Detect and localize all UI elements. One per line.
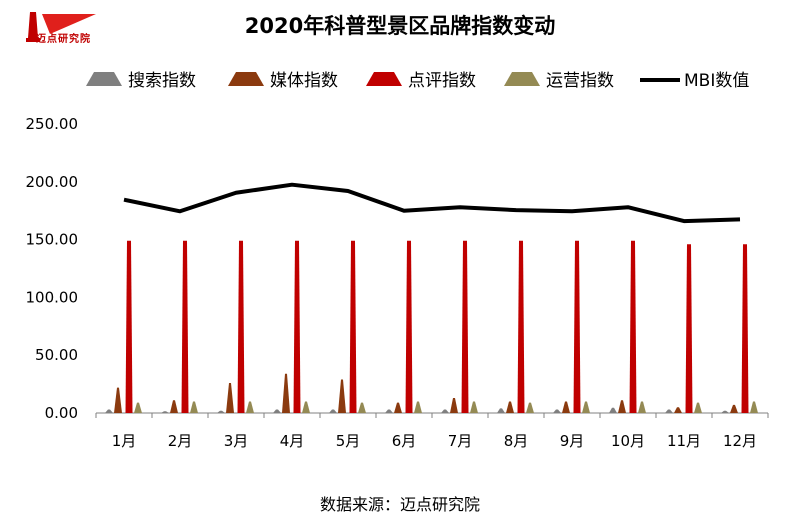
bar [517,240,525,413]
bar [638,401,646,413]
bar [665,409,673,413]
bar [441,409,449,413]
bar [246,401,254,413]
y-tick-label: 100.00 [26,288,79,306]
legend-swatch [228,72,264,86]
bar [273,409,281,413]
bar [134,402,142,413]
x-tick-label: 12月 [723,432,757,450]
y-tick-label: 50.00 [35,346,78,364]
bar [750,401,758,413]
legend: 搜索指数 媒体指数 点评指数 运营指数 MBI数值 [86,71,749,91]
bar [170,400,178,413]
y-tick-label: 250.00 [26,115,79,133]
bar [470,401,478,413]
x-tick-label: 7月 [448,432,473,450]
bar [414,401,422,413]
bar [385,409,393,413]
legend-swatch [504,72,540,86]
legend-label: MBI数值 [684,71,749,91]
bar [349,240,357,413]
bar [730,404,738,413]
x-tick-label: 10月 [611,432,645,450]
x-tick-label: 6月 [392,432,417,450]
bar [105,409,113,413]
bar [694,402,702,413]
legend-swatch [366,72,402,86]
bar [338,379,346,413]
bar [302,401,310,413]
bar [293,240,301,413]
bar [237,240,245,413]
bar [674,407,682,413]
chart-title: 2020年科普型景区品牌指数变动 [245,14,555,38]
mbi-series-line [123,182,741,224]
x-axis: 1月 2月 3月 4月 5月 6月 7月 8月 9月 10月 11月 12月 [95,412,769,450]
bar [741,244,749,413]
logo [20,8,100,52]
bar [125,240,133,413]
source-note: 数据来源：迈点研究院 [320,495,480,514]
bar [114,387,122,413]
bar [618,400,626,413]
bar [582,401,590,413]
x-tick-label: 5月 [336,432,361,450]
bar [190,401,198,413]
x-tick-label: 1月 [112,432,137,450]
legend-label: 运营指数 [546,71,614,91]
bar [394,402,402,413]
mbi-line [123,182,741,224]
bar [217,410,225,413]
logo-text: 迈点研究院 [36,34,91,45]
x-tick-label: 9月 [560,432,585,450]
legend-label: 点评指数 [408,71,476,91]
bar [721,410,729,413]
y-tick-label: 150.00 [26,231,79,249]
bar [226,382,234,413]
legend-label: 媒体指数 [270,71,338,91]
x-tick-label: 2月 [168,432,193,450]
bar [358,402,366,413]
legend-label: 搜索指数 [128,71,196,91]
bar [609,407,617,413]
bar [329,409,337,413]
bar [573,240,581,413]
x-tick-label: 3月 [224,432,249,450]
bars [105,240,758,413]
bar [685,244,693,413]
bar [181,240,189,413]
bar [553,409,561,413]
x-tick-label: 11月 [667,432,701,450]
y-axis: 0.00 50.00 100.00 150.00 200.00 250.00 [26,115,79,422]
bar [161,411,169,413]
bar [506,401,514,413]
bar [562,401,570,413]
legend-swatch [86,72,122,86]
bar [282,373,290,413]
bar [405,240,413,413]
bar [461,240,469,413]
bar [629,240,637,413]
x-tick-label: 8月 [504,432,529,450]
bar [450,397,458,413]
logo-mark [26,12,96,42]
y-tick-label: 200.00 [26,173,79,191]
bar [497,408,505,413]
x-tick-label: 4月 [280,432,305,450]
y-tick-label: 0.00 [45,404,78,422]
bar [526,402,534,413]
